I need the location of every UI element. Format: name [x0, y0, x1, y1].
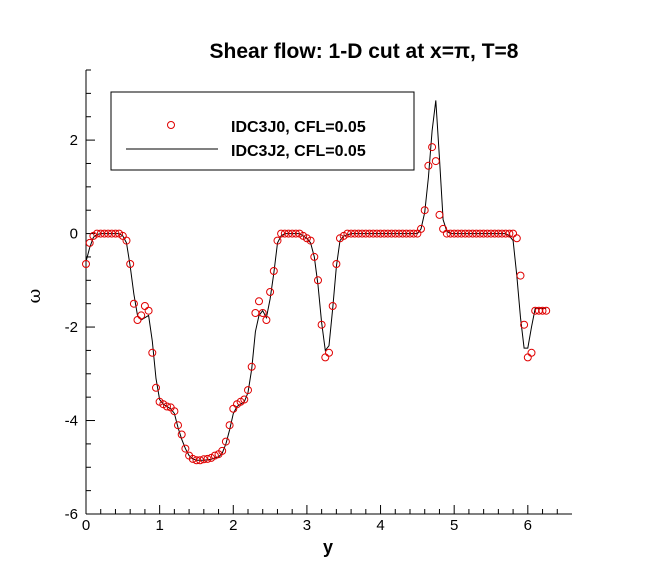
data-point-idc3j0 — [177, 430, 186, 439]
y-tick-label: 0 — [70, 226, 78, 243]
data-point-idc3j0 — [424, 161, 433, 170]
y-axis-label: ω — [24, 289, 45, 304]
data-point-idc3j0 — [126, 260, 135, 268]
x-tick-label: 4 — [376, 517, 384, 534]
legend-box — [110, 91, 415, 171]
data-point-idc3j0 — [269, 267, 278, 275]
data-point-idc3j0 — [188, 454, 197, 463]
data-point-idc3j0 — [273, 236, 282, 245]
data-point-idc3j0 — [527, 348, 536, 357]
data-point-idc3j0 — [144, 306, 153, 315]
data-point-idc3j0 — [111, 229, 120, 238]
x-axis-label: y — [323, 537, 333, 557]
data-point-idc3j0 — [152, 383, 160, 392]
data-point-idc3j0 — [122, 236, 131, 245]
legend-label-idc3j0: IDC3J0, CFL=0.05 — [231, 119, 366, 136]
data-point-idc3j0 — [82, 260, 90, 268]
data-point-idc3j0 — [221, 437, 230, 446]
data-point-idc3j0 — [428, 143, 437, 152]
legend: IDC3J0, CFL=0.05 IDC3J2, CFL=0.05 — [110, 91, 415, 171]
data-point-idc3j0 — [328, 302, 337, 310]
data-point-idc3j0 — [129, 299, 138, 308]
series-layer — [82, 100, 551, 465]
chart-title: Shear flow: 1-D cut at x=π, T=8 — [210, 40, 519, 63]
plot-frame — [85, 70, 572, 515]
y-ticks: -6 -4 -2 0 2 — [65, 69, 95, 523]
data-point-idc3j0 — [435, 210, 444, 219]
y-tick-label: -4 — [65, 413, 78, 430]
data-point-idc3j0 — [181, 444, 190, 453]
data-point-idc3j0 — [85, 238, 94, 247]
data-point-idc3j0 — [247, 362, 256, 371]
data-point-idc3j0 — [523, 353, 532, 362]
data-point-idc3j0 — [148, 348, 157, 357]
data-point-idc3j0 — [163, 402, 171, 411]
data-point-idc3j0 — [431, 157, 440, 166]
x-ticks: 0 1 2 3 4 5 6 — [82, 505, 558, 534]
data-point-idc3j0 — [332, 260, 341, 268]
data-point-idc3j0 — [538, 306, 547, 315]
data-point-idc3j0 — [170, 407, 179, 416]
data-point-idc3j0 — [512, 234, 521, 243]
data-point-idc3j0 — [417, 224, 425, 233]
data-point-idc3j0 — [266, 288, 275, 296]
data-point-idc3j0 — [218, 446, 227, 455]
data-point-idc3j0 — [255, 297, 263, 306]
data-point-idc3j0 — [262, 316, 271, 324]
data-point-idc3j0 — [409, 229, 418, 238]
data-point-idc3j0 — [251, 309, 260, 317]
data-point-idc3j0 — [199, 455, 208, 464]
data-point-idc3j0 — [314, 276, 322, 285]
data-point-idc3j0 — [140, 302, 149, 310]
data-point-idc3j0 — [542, 306, 551, 315]
data-point-idc3j0 — [420, 206, 429, 215]
data-point-idc3j0 — [321, 353, 330, 362]
x-tick-label: 0 — [82, 517, 90, 534]
y-tick-label: 2 — [70, 132, 78, 149]
y-tick-label: -2 — [65, 319, 78, 336]
data-point-idc3j0 — [244, 386, 252, 395]
data-point-idc3j0 — [516, 271, 525, 280]
data-point-idc3j0 — [520, 320, 529, 329]
legend-label-idc3j2: IDC3J2, CFL=0.05 — [231, 143, 366, 160]
data-point-idc3j0 — [505, 229, 514, 238]
data-point-idc3j0 — [310, 252, 319, 261]
data-point-idc3j0 — [196, 456, 205, 465]
x-tick-label: 1 — [155, 517, 163, 534]
data-point-idc3j0 — [133, 316, 142, 324]
data-point-idc3j0 — [291, 229, 300, 238]
y-tick-label: -6 — [65, 506, 78, 523]
data-point-idc3j0 — [325, 348, 333, 357]
data-point-idc3j0 — [240, 395, 249, 404]
data-point-idc3j0 — [210, 451, 219, 460]
data-point-idc3j0 — [306, 236, 315, 245]
x-tick-label: 3 — [303, 517, 311, 534]
data-point-idc3j0 — [174, 421, 182, 430]
data-point-idc3j0 — [137, 311, 146, 320]
legend-marker-circle — [167, 121, 175, 129]
x-tick-label: 2 — [229, 517, 237, 534]
x-tick-label: 6 — [524, 517, 532, 534]
data-point-idc3j0 — [258, 309, 267, 317]
data-point-idc3j0 — [203, 454, 212, 463]
data-point-idc3j0 — [317, 320, 326, 329]
x-tick-label: 5 — [450, 517, 458, 534]
data-point-idc3j0 — [225, 421, 234, 430]
